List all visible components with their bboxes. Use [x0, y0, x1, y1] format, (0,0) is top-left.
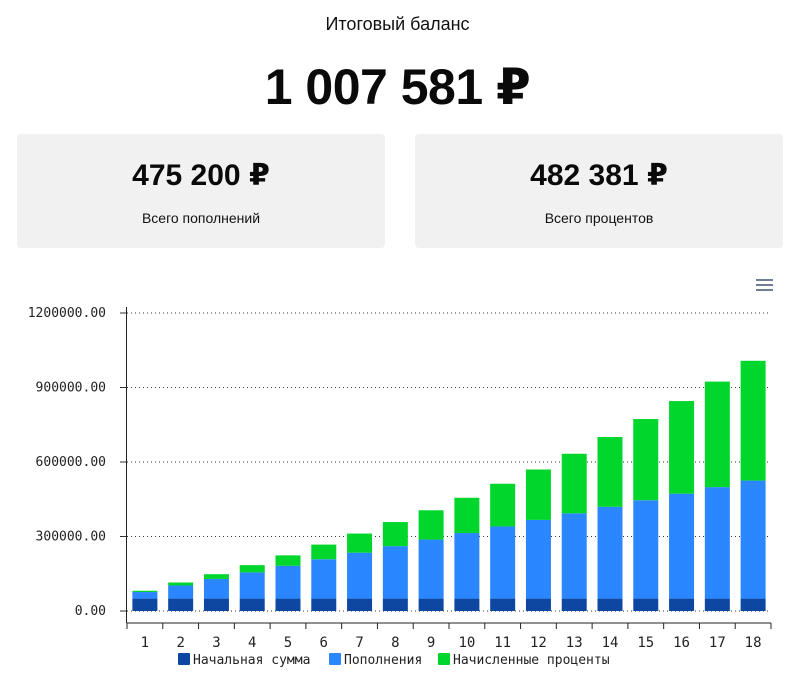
- bar-accrued-interest: [418, 510, 444, 540]
- x-tick-label: 5: [284, 635, 292, 651]
- y-tick-label: 1200000.00: [28, 306, 106, 321]
- x-tick-label: 14: [602, 635, 619, 651]
- bar-accrued-interest: [633, 419, 659, 501]
- x-tick-label: 3: [212, 635, 220, 651]
- x-tick-label: 7: [355, 635, 363, 651]
- bar-topups: [633, 500, 659, 599]
- bar-initial-amount: [311, 598, 337, 611]
- bar-initial-amount: [382, 598, 408, 611]
- x-tick-label: 15: [637, 635, 654, 651]
- topups-total: 475 200 ₽: [132, 159, 270, 192]
- balance-title: Итоговый баланс: [325, 14, 470, 34]
- bar-accrued-interest: [454, 497, 480, 534]
- bar-topups: [347, 552, 373, 599]
- bar-initial-amount: [561, 598, 587, 611]
- bar-topups: [132, 592, 158, 599]
- bar-topups: [597, 506, 623, 599]
- bar-initial-amount: [239, 598, 265, 611]
- legend-label-topups: Пополнения: [344, 653, 422, 668]
- x-tick-label: 16: [673, 635, 690, 651]
- bar-accrued-interest: [168, 582, 194, 586]
- bar-accrued-interest: [490, 483, 516, 527]
- bar-accrued-interest: [132, 590, 158, 593]
- y-tick-label: 300000.00: [36, 530, 106, 545]
- bar-initial-amount: [490, 598, 516, 611]
- interest-card: 482 381 ₽ Всего процентов: [415, 134, 783, 248]
- bar-accrued-interest: [669, 401, 695, 494]
- bar-accrued-interest: [561, 453, 587, 514]
- bar-initial-amount: [347, 598, 373, 611]
- bar-accrued-interest: [239, 565, 265, 573]
- bar-topups: [525, 519, 551, 599]
- bar-topups: [239, 572, 265, 599]
- x-tick-label: 2: [176, 635, 184, 651]
- x-tick-label: 17: [709, 635, 726, 651]
- bar-topups: [454, 533, 480, 599]
- x-tick-label: 12: [530, 635, 547, 651]
- y-tick-label: 600000.00: [36, 455, 106, 470]
- bar-accrued-interest: [275, 555, 301, 566]
- legend-swatch-initial-amount: [178, 653, 190, 665]
- bar-initial-amount: [633, 598, 659, 611]
- bar-accrued-interest: [382, 522, 408, 547]
- total-balance: 1 007 581 ₽: [264, 59, 531, 115]
- topups-card: 475 200 ₽ Всего пополнений: [17, 134, 385, 248]
- bar-initial-amount: [597, 598, 623, 611]
- bar-topups: [275, 565, 301, 599]
- x-tick-label: 6: [320, 635, 328, 651]
- bar-initial-amount: [203, 598, 229, 611]
- bar-accrued-interest: [704, 381, 730, 488]
- y-tick-label: 0.00: [75, 604, 106, 619]
- legend-label-initial-amount: Начальная сумма: [193, 653, 310, 668]
- bar-topups: [561, 513, 587, 599]
- x-tick-label: 9: [427, 635, 435, 651]
- bar-topups: [418, 539, 444, 599]
- interest-total: 482 381 ₽: [530, 159, 668, 192]
- bar-accrued-interest: [311, 544, 337, 560]
- bar-topups: [669, 493, 695, 599]
- bar-accrued-interest: [740, 360, 766, 481]
- x-tick-label: 10: [458, 635, 475, 651]
- bar-accrued-interest: [203, 574, 229, 579]
- y-tick-label: 900000.00: [36, 381, 106, 396]
- bar-initial-amount: [275, 598, 301, 611]
- x-tick-label: 13: [566, 635, 583, 651]
- bar-topups: [490, 526, 516, 599]
- bar-initial-amount: [704, 598, 730, 611]
- bar-topups: [168, 585, 194, 599]
- interest-label: Всего процентов: [544, 210, 654, 226]
- bar-topups: [382, 546, 408, 599]
- x-tick-label: 4: [248, 635, 256, 651]
- hamburger-menu-icon[interactable]: [756, 279, 773, 293]
- x-tick-label: 11: [494, 635, 511, 651]
- x-tick-label: 8: [391, 635, 399, 651]
- bar-initial-amount: [418, 598, 444, 611]
- bar-initial-amount: [525, 598, 551, 611]
- bar-initial-amount: [132, 598, 158, 611]
- x-tick-label: 18: [745, 635, 762, 651]
- bar-accrued-interest: [525, 469, 551, 520]
- bar-topups: [311, 559, 337, 599]
- bar-topups: [203, 578, 229, 599]
- bar-topups: [740, 480, 766, 599]
- legend-swatch-accrued-interest: [438, 653, 450, 665]
- x-tick-label: 1: [141, 635, 149, 651]
- bar-initial-amount: [454, 598, 480, 611]
- bar-initial-amount: [168, 598, 194, 611]
- bar-accrued-interest: [597, 437, 623, 507]
- balance-chart: 0.00 300000.00 600000.00 900000.00 1200000.0…: [28, 306, 772, 668]
- bar-initial-amount: [740, 598, 766, 611]
- topups-label: Всего пополнений: [141, 210, 261, 226]
- bar-initial-amount: [669, 598, 695, 611]
- legend-swatch-topups: [329, 653, 341, 665]
- bar-topups: [704, 487, 730, 599]
- legend-label-accrued-interest: Начисленные проценты: [453, 653, 610, 668]
- bar-accrued-interest: [347, 533, 373, 553]
